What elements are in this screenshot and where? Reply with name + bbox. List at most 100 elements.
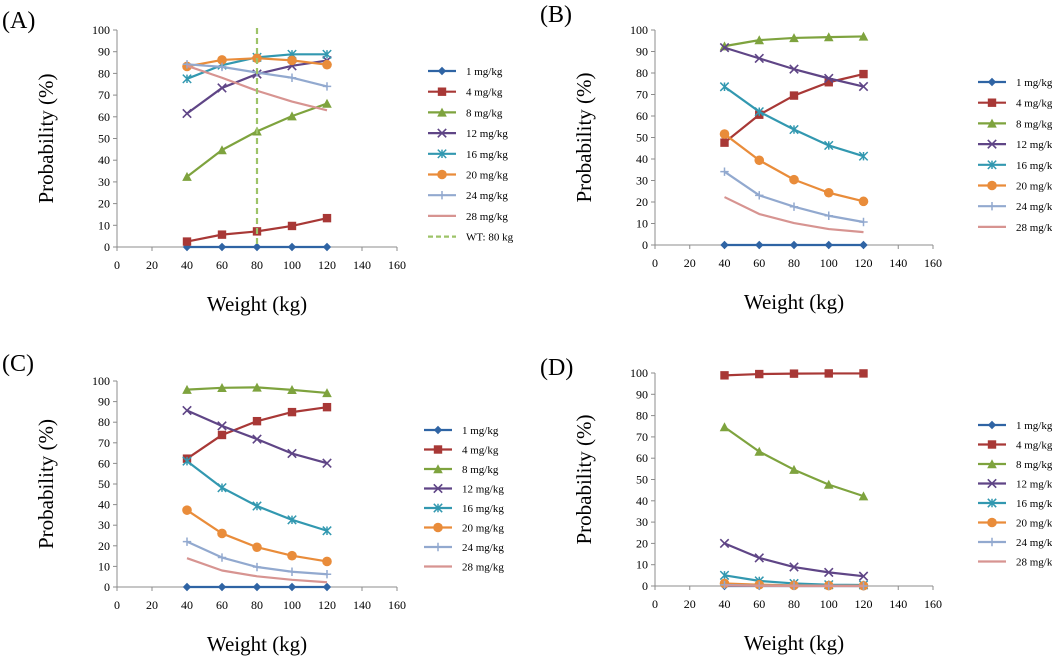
y-tick-label: 0	[642, 579, 648, 593]
data-point	[858, 151, 869, 161]
legend-item: 20 mg/kg	[424, 523, 504, 535]
data-point	[719, 570, 730, 581]
series-20-mg-kg	[182, 505, 332, 567]
legend-item: 8 mg/kg	[978, 118, 1052, 130]
x-tick-label: 0	[652, 597, 658, 611]
y-tick-label: 100	[92, 23, 110, 37]
y-tick-label: 70	[636, 88, 648, 102]
legend-marker	[433, 522, 443, 533]
legend-marker	[437, 87, 447, 96]
x-tick-label: 100	[820, 256, 838, 270]
series-8-mg-kg	[182, 382, 332, 398]
x-axis-title: Weight (kg)	[207, 632, 307, 656]
series-1-mg-kg	[720, 240, 868, 250]
legend-marker	[433, 445, 443, 454]
legend-marker	[437, 107, 447, 117]
data-point	[789, 464, 799, 474]
data-point	[287, 407, 297, 417]
x-tick-label: 160	[388, 258, 406, 272]
data-point	[858, 571, 869, 581]
y-tick-label: 60	[98, 110, 110, 124]
chart-panel-3: (C) 0 10 20 30 40 50 60 70 80 90 100 0 20 40 60 80 100 120…	[2, 351, 504, 656]
data-point	[859, 69, 868, 79]
data-point	[789, 174, 799, 185]
y-tick-label: 30	[98, 518, 110, 532]
data-point	[217, 83, 227, 93]
data-point	[182, 384, 192, 394]
data-point	[217, 582, 227, 592]
y-tick-label: 0	[642, 238, 648, 252]
legend-marker	[437, 169, 447, 180]
legend-marker	[433, 425, 443, 435]
legend-label: 4 mg/kg	[466, 87, 503, 99]
y-tick-label: 60	[636, 109, 648, 123]
data-point	[322, 582, 332, 592]
series-line	[723, 133, 864, 203]
data-point	[754, 553, 765, 563]
legend: 1 mg/kg 4 mg/kg 8 mg/kg 12 mg/kg 16 mg/kg 20 …	[428, 66, 514, 244]
x-tick-label: 40	[181, 258, 193, 272]
legend-item: 12 mg/kg	[428, 128, 508, 140]
legend-label: 16 mg/kg	[466, 149, 508, 161]
x-tick-label: 20	[684, 597, 696, 611]
y-tick-label: 100	[92, 374, 110, 388]
data-point	[789, 64, 799, 74]
legend-item: 4 mg/kg	[978, 98, 1052, 110]
data-point	[789, 33, 799, 43]
legend-marker	[433, 503, 443, 513]
x-tick-label: 20	[146, 598, 158, 612]
legend-item: 1 mg/kg	[424, 425, 499, 437]
data-point	[287, 550, 297, 561]
data-point	[858, 196, 869, 207]
legend-item: 28 mg/kg	[978, 557, 1052, 569]
x-tick-label: 60	[216, 258, 228, 272]
series-line	[186, 557, 328, 584]
series-1-mg-kg	[182, 242, 332, 252]
legend-item: 8 mg/kg	[424, 464, 499, 476]
data-point	[287, 582, 297, 592]
y-tick-label: 30	[636, 515, 648, 529]
data-point	[858, 491, 869, 501]
y-tick-label: 10	[98, 559, 110, 573]
series-28-mg-kg	[724, 196, 864, 234]
x-tick-label: 40	[181, 598, 193, 612]
series-4-mg-kg	[720, 369, 868, 380]
y-tick-label: 40	[98, 153, 110, 167]
legend-label: 28 mg/kg	[1016, 222, 1052, 234]
data-point	[719, 42, 730, 53]
data-point	[217, 553, 227, 562]
x-tick-label: 160	[924, 597, 942, 611]
legend-marker	[437, 149, 447, 159]
data-point	[322, 242, 332, 252]
x-tick-label: 140	[889, 597, 907, 611]
data-point	[322, 98, 332, 108]
x-tick-label: 120	[855, 256, 873, 270]
series-4-mg-kg	[182, 402, 332, 463]
y-tick-label: 50	[636, 473, 648, 487]
legend-label: WT: 80 kg	[466, 232, 514, 244]
data-point	[217, 62, 227, 72]
data-point	[182, 242, 192, 252]
x-tick-label: 20	[146, 258, 158, 272]
legend-item: 16 mg/kg	[424, 503, 504, 515]
y-tick-label: 30	[98, 175, 110, 189]
legend-item: 20 mg/kg	[428, 170, 508, 182]
data-point	[720, 371, 729, 380]
data-point	[720, 240, 729, 250]
chart-panel-1: (A) 0 10 20 30 40 50 60 70 80 90 100 0 20 40 60 80 100 120…	[2, 8, 514, 316]
legend-label: 16 mg/kg	[1016, 498, 1052, 510]
series-line	[186, 509, 328, 563]
series-line	[186, 460, 328, 532]
data-point	[754, 446, 765, 456]
data-point	[755, 191, 764, 200]
data-point	[754, 106, 764, 117]
series-28-mg-kg	[186, 557, 328, 584]
legend-label: 24 mg/kg	[1016, 201, 1052, 213]
y-tick-label: 100	[630, 366, 648, 380]
data-point	[858, 31, 869, 41]
legend-item: 20 mg/kg	[978, 518, 1052, 530]
legend-item: 1 mg/kg	[428, 66, 503, 78]
y-tick-label: 80	[636, 409, 648, 423]
legend-label: 1 mg/kg	[466, 66, 503, 78]
